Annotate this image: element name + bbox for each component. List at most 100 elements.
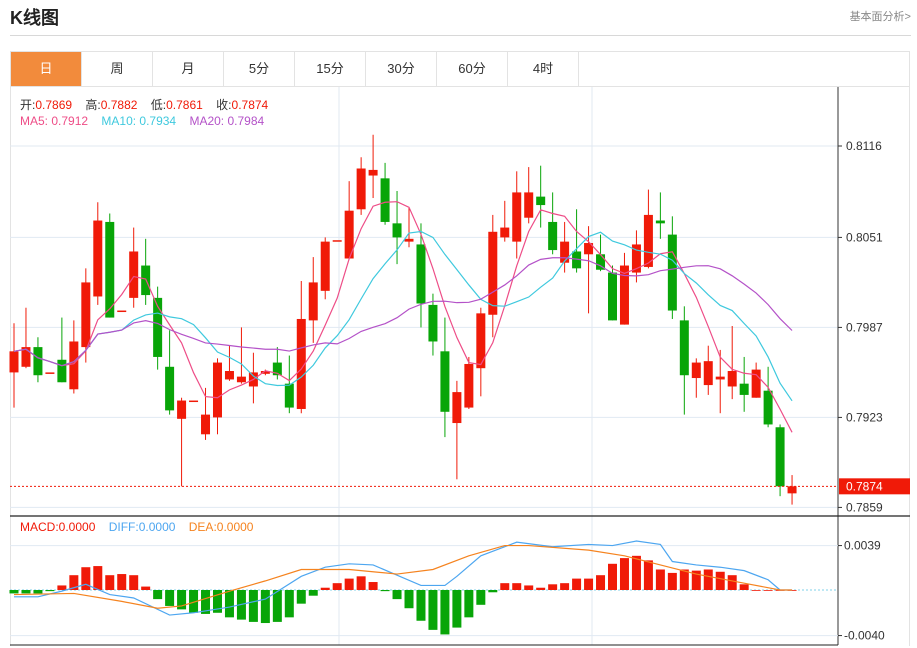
diff-value: DIFF:0.0000: [108, 520, 176, 534]
candle: [105, 213, 115, 318]
candle: [548, 192, 558, 255]
ma-info: MA5: 0.7912 MA10: 0.7934 MA20: 0.7984: [20, 114, 274, 128]
tab-60min[interactable]: 60分: [437, 52, 508, 86]
candle: [667, 216, 677, 319]
candle-body: [117, 310, 127, 313]
macd-bar: [189, 590, 199, 613]
candle-body: [105, 221, 115, 318]
candle-body: [608, 272, 617, 321]
candle: [679, 306, 689, 415]
macd-bar: [643, 560, 653, 590]
macd-tick-label: -0.0040: [844, 629, 885, 643]
candle-body: [344, 210, 354, 259]
macd-bar: [751, 590, 761, 591]
candle: [655, 192, 665, 239]
fundamental-analysis-link[interactable]: 基本面分析>: [849, 11, 911, 23]
macd-bar: [464, 590, 474, 618]
macd-bar: [691, 570, 701, 590]
current-price-label: 0.7874: [846, 479, 883, 493]
open-label: 开:: [20, 98, 36, 112]
candle: [153, 286, 163, 370]
candle: [596, 234, 606, 272]
candle: [488, 214, 498, 338]
candle: [751, 362, 761, 398]
high-value: 0.7882: [100, 98, 138, 112]
divider: [10, 35, 911, 36]
macd-bar: [560, 583, 570, 590]
candle-body: [500, 227, 510, 238]
candle: [69, 320, 79, 394]
tab-month[interactable]: 月: [153, 52, 224, 86]
ohlc-info: 开:0.7869 高:0.7882 低:0.7861 收:0.7874: [20, 96, 278, 113]
candle: [57, 317, 67, 383]
candle-body: [667, 234, 677, 311]
tab-30min[interactable]: 30分: [366, 52, 437, 86]
candle-body: [679, 320, 689, 376]
macd-bar: [739, 584, 749, 590]
ma5-value: MA5: 0.7912: [20, 114, 89, 128]
candle: [608, 265, 617, 321]
candle: [296, 281, 306, 414]
macd-bar: [440, 590, 450, 635]
candle-body: [787, 486, 797, 494]
candle-body: [428, 304, 438, 342]
macd-bar: [703, 569, 713, 590]
macd-bar: [93, 566, 103, 590]
candle-body: [584, 243, 594, 255]
candle-body: [165, 366, 175, 411]
candle: [524, 167, 534, 224]
candle: [416, 223, 426, 328]
tab-week[interactable]: 周: [82, 52, 153, 86]
candle: [284, 355, 294, 414]
close-label: 收:: [216, 98, 232, 112]
candle-body: [488, 231, 498, 315]
candle-body: [619, 265, 629, 325]
candle-body: [631, 244, 641, 273]
candle-body: [404, 238, 414, 242]
macd-bar: [548, 584, 558, 590]
macd-bar: [392, 590, 402, 600]
candle: [727, 326, 737, 400]
macd-bar: [21, 590, 31, 594]
close-value: 0.7874: [231, 98, 269, 112]
macd-bar: [715, 571, 725, 590]
candle-body: [177, 400, 187, 419]
candle-body: [739, 383, 749, 395]
candle: [212, 358, 222, 435]
candle: [308, 257, 318, 343]
macd-bar: [332, 583, 342, 590]
candle-body: [703, 361, 713, 386]
macd-bar: [105, 575, 115, 590]
macd-bar: [81, 567, 91, 590]
macd-bar: [404, 590, 414, 609]
macd-bar: [512, 583, 522, 590]
tab-5min[interactable]: 5分: [224, 52, 295, 86]
macd-bar: [177, 590, 187, 610]
candle-body: [452, 392, 462, 424]
macd-bar: [524, 585, 534, 590]
candle: [703, 345, 713, 395]
tab-15min[interactable]: 15分: [295, 52, 366, 86]
candle-body: [512, 192, 522, 242]
macd-bar: [727, 575, 737, 590]
open-value: 0.7869: [35, 98, 73, 112]
candle: [440, 317, 450, 438]
dea-value: DEA:0.0000: [188, 520, 254, 534]
tab-day[interactable]: 日: [11, 52, 82, 86]
candle-body: [763, 390, 773, 425]
candle: [452, 380, 462, 480]
candle: [356, 157, 366, 215]
candle: [787, 475, 797, 505]
tab-4hour[interactable]: 4时: [508, 52, 579, 86]
macd-bar: [452, 590, 462, 628]
macd-bar: [536, 587, 546, 590]
high-label: 高:: [85, 98, 101, 112]
candle-body: [81, 282, 91, 348]
candle: [404, 207, 414, 248]
macd-bar: [201, 590, 211, 614]
candle: [93, 202, 103, 305]
macd-bar: [655, 569, 665, 590]
macd-bar: [488, 590, 498, 593]
macd-bar: [308, 590, 318, 596]
